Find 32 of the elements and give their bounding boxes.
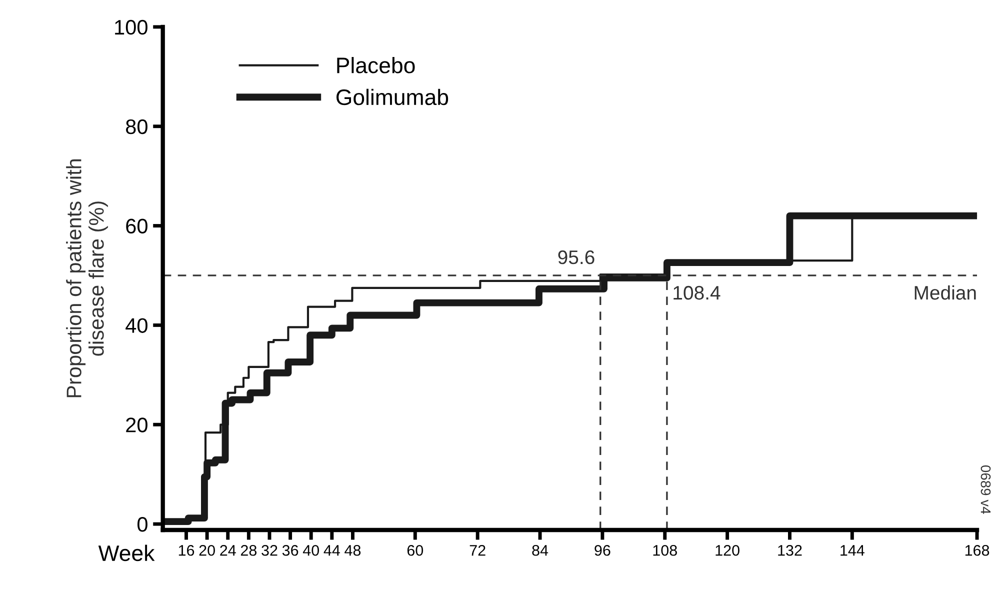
text: 0689 v4 — [980, 465, 991, 514]
y-axis-title: Proportion of patients with disease flare (%) — [66, 159, 108, 398]
x-tick-label: 168 — [965, 544, 990, 556]
x-tick-label: 36 — [282, 544, 298, 556]
y-tick-label: 100 — [115, 20, 148, 35]
x-tick-label: 16 — [178, 544, 194, 556]
x-tick-label: 96 — [594, 544, 610, 556]
y-tick-label: 80 — [126, 119, 148, 134]
x-tick-label: 32 — [262, 544, 278, 556]
x-tick-label: 132 — [778, 544, 802, 556]
legend-label: Golimumab — [336, 88, 448, 106]
x-tick-label: 44 — [324, 545, 340, 556]
x-tick-label: 72 — [470, 544, 486, 556]
x-tick-label: 28 — [240, 544, 257, 556]
y-tick-label: 0 — [137, 517, 148, 532]
x-tick-label: 48 — [344, 544, 361, 556]
ref-line-label: 95.6 — [558, 250, 594, 264]
x-tick-label: 120 — [716, 544, 740, 556]
y-tick-label: 20 — [126, 418, 148, 432]
y-tick-label: 60 — [126, 218, 148, 234]
x-tick-label: 20 — [199, 544, 215, 556]
ref-line-label: Median — [914, 285, 976, 300]
x-tick-label: 84 — [532, 544, 548, 556]
x-tick-label: 60 — [407, 544, 424, 556]
x-tick-label: 24 — [220, 544, 236, 556]
x-tick-label: 108 — [653, 544, 677, 556]
x-tick-label: 144 — [840, 545, 864, 556]
x-tick-label: 40 — [302, 544, 320, 556]
x-axis-title: Week — [98, 544, 155, 562]
legend-label: Placebo — [337, 56, 415, 74]
y-tick-label: 40 — [126, 318, 148, 333]
ref-line-label: 108.4 — [674, 286, 720, 300]
